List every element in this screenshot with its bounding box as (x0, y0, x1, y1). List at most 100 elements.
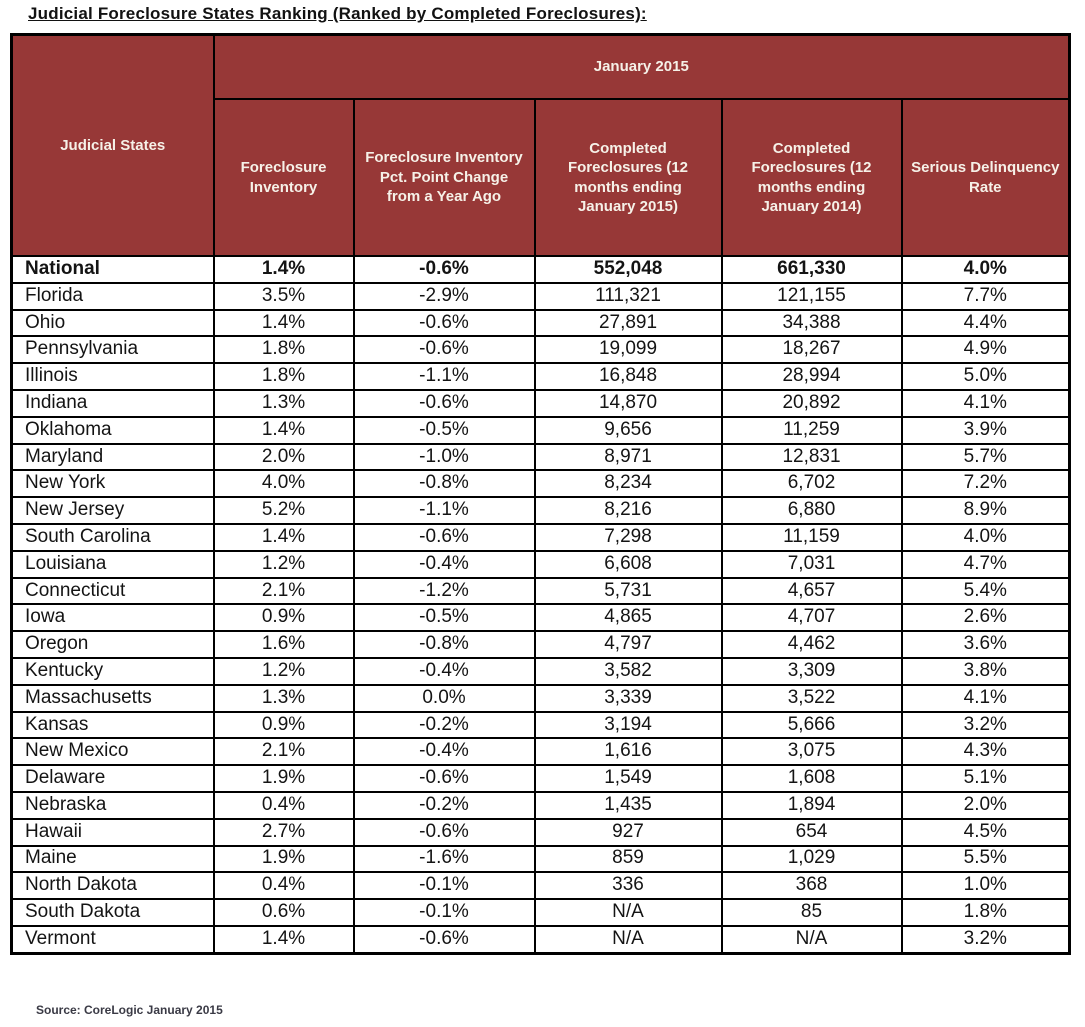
value-cell: 3.2% (900, 710, 1071, 740)
value-cell: 1.4% (212, 308, 355, 338)
value-cell: 5.1% (900, 764, 1071, 793)
value-cell: 336 (533, 871, 723, 901)
value-cell: 1,894 (720, 790, 903, 820)
state-cell: Kansas (10, 710, 215, 740)
value-cell: 1,435 (533, 790, 723, 820)
value-cell: 12,831 (720, 442, 903, 472)
value-cell: 4.4% (900, 308, 1071, 338)
value-cell: -0.8% (352, 630, 536, 659)
value-cell: -0.4% (352, 549, 536, 579)
table-row: South Dakota 0.6% -0.1% N/A 85 1.8% (10, 898, 1071, 927)
table-row: Kansas 0.9% -0.2% 3,194 5,666 3.2% (10, 710, 1071, 740)
value-cell: 3.5% (212, 281, 355, 311)
value-cell: 0.4% (212, 871, 355, 901)
value-cell: 1.4% (212, 255, 355, 284)
state-cell: Indiana (10, 388, 215, 418)
value-cell: -0.6% (352, 764, 536, 793)
value-cell: 927 (533, 817, 723, 847)
state-cell: Ohio (10, 308, 215, 338)
value-cell: -0.4% (352, 656, 536, 686)
column-header-row: Foreclosure Inventory Foreclosure Invent… (12, 98, 1071, 257)
value-cell: 1.2% (212, 656, 355, 686)
table-row: Connecticut 2.1% -1.2% 5,731 4,657 5.4% (10, 576, 1071, 606)
state-cell: South Carolina (10, 522, 215, 552)
state-cell: Massachusetts (10, 683, 215, 713)
value-cell: 1.4% (212, 924, 355, 955)
value-cell: 5.5% (900, 844, 1071, 874)
value-cell: 3,339 (533, 683, 723, 713)
value-cell: 0.9% (212, 603, 355, 633)
value-cell: 1,616 (533, 737, 723, 767)
value-cell: 1.0% (900, 871, 1071, 901)
table-row: New Mexico 2.1% -0.4% 1,616 3,075 4.3% (10, 737, 1071, 767)
state-cell: Oklahoma (10, 415, 215, 445)
value-cell: 0.0% (352, 683, 536, 713)
value-cell: 11,159 (720, 522, 903, 552)
value-cell: 5,731 (533, 576, 723, 606)
value-cell: 9,656 (533, 415, 723, 445)
value-cell: 859 (533, 844, 723, 874)
value-cell: 1.2% (212, 549, 355, 579)
value-cell: 7,031 (720, 549, 903, 579)
value-cell: -1.6% (352, 844, 536, 874)
table-row: Hawaii 2.7% -0.6% 927 654 4.5% (10, 817, 1071, 847)
value-cell: 3,522 (720, 683, 903, 713)
value-cell: -0.1% (352, 898, 536, 927)
value-cell: 4.5% (900, 817, 1071, 847)
state-cell: Pennsylvania (10, 335, 215, 365)
value-cell: 2.0% (900, 790, 1071, 820)
state-cell: Illinois (10, 362, 215, 391)
state-cell: Maine (10, 844, 215, 874)
value-cell: 34,388 (720, 308, 903, 338)
value-cell: 654 (720, 817, 903, 847)
value-cell: 6,702 (720, 469, 903, 499)
value-cell: 1.4% (212, 415, 355, 445)
table-row: Nebraska 0.4% -0.2% 1,435 1,894 2.0% (10, 790, 1071, 820)
value-cell: 1.6% (212, 630, 355, 659)
value-cell: 3,075 (720, 737, 903, 767)
value-cell: 0.9% (212, 710, 355, 740)
corner-header-judicial-states: Judicial States (10, 33, 215, 257)
value-cell: 5.2% (212, 496, 355, 525)
value-cell: -0.6% (352, 924, 536, 955)
column-header-foreclosure-inventory: Foreclosure Inventory (212, 98, 355, 257)
state-cell: Hawaii (10, 817, 215, 847)
state-cell: Florida (10, 281, 215, 311)
source-note: Source: CoreLogic January 2015 (36, 1003, 223, 1017)
table-row: South Carolina 1.4% -0.6% 7,298 11,159 4.0% (10, 522, 1071, 552)
value-cell: 6,880 (720, 496, 903, 525)
table-row: Florida 3.5% -2.9% 111,321 121,155 7.7% (10, 281, 1071, 311)
value-cell: 20,892 (720, 388, 903, 418)
value-cell: -1.1% (352, 496, 536, 525)
value-cell: 1.3% (212, 683, 355, 713)
value-cell: 2.6% (900, 603, 1071, 633)
table-header: Judicial States January 2015 Foreclosure… (10, 33, 1071, 257)
page-title: Judicial Foreclosure States Ranking (Ran… (28, 4, 647, 23)
value-cell: 4.1% (900, 388, 1071, 418)
value-cell: 1.9% (212, 764, 355, 793)
table-row: North Dakota 0.4% -0.1% 336 368 1.0% (10, 871, 1071, 901)
state-cell: Iowa (10, 603, 215, 633)
value-cell: 4,462 (720, 630, 903, 659)
foreclosure-ranking-table: Judicial States January 2015 Foreclosure… (10, 33, 1072, 955)
group-header-january-2015: January 2015 (212, 33, 1071, 100)
value-cell: 121,155 (720, 281, 903, 311)
value-cell: 1.9% (212, 844, 355, 874)
table-row: Oklahoma 1.4% -0.5% 9,656 11,259 3.9% (10, 415, 1071, 445)
state-cell: Louisiana (10, 549, 215, 579)
value-cell: -0.5% (352, 415, 536, 445)
value-cell: 1,029 (720, 844, 903, 874)
value-cell: 7.7% (900, 281, 1071, 311)
value-cell: 28,994 (720, 362, 903, 391)
value-cell: N/A (533, 898, 723, 927)
value-cell: -0.6% (352, 335, 536, 365)
state-cell: Connecticut (10, 576, 215, 606)
value-cell: 111,321 (533, 281, 723, 311)
column-header-completed-2014: Completed Foreclosures (12 months ending… (720, 98, 903, 257)
value-cell: 4.3% (900, 737, 1071, 767)
value-cell: 18,267 (720, 335, 903, 365)
state-cell: Oregon (10, 630, 215, 659)
value-cell: 19,099 (533, 335, 723, 365)
column-header-serious-delinquency: Serious Delinquency Rate (900, 98, 1071, 257)
table-body: National 1.4% -0.6% 552,048 661,330 4.0% Flori… (10, 255, 1071, 955)
